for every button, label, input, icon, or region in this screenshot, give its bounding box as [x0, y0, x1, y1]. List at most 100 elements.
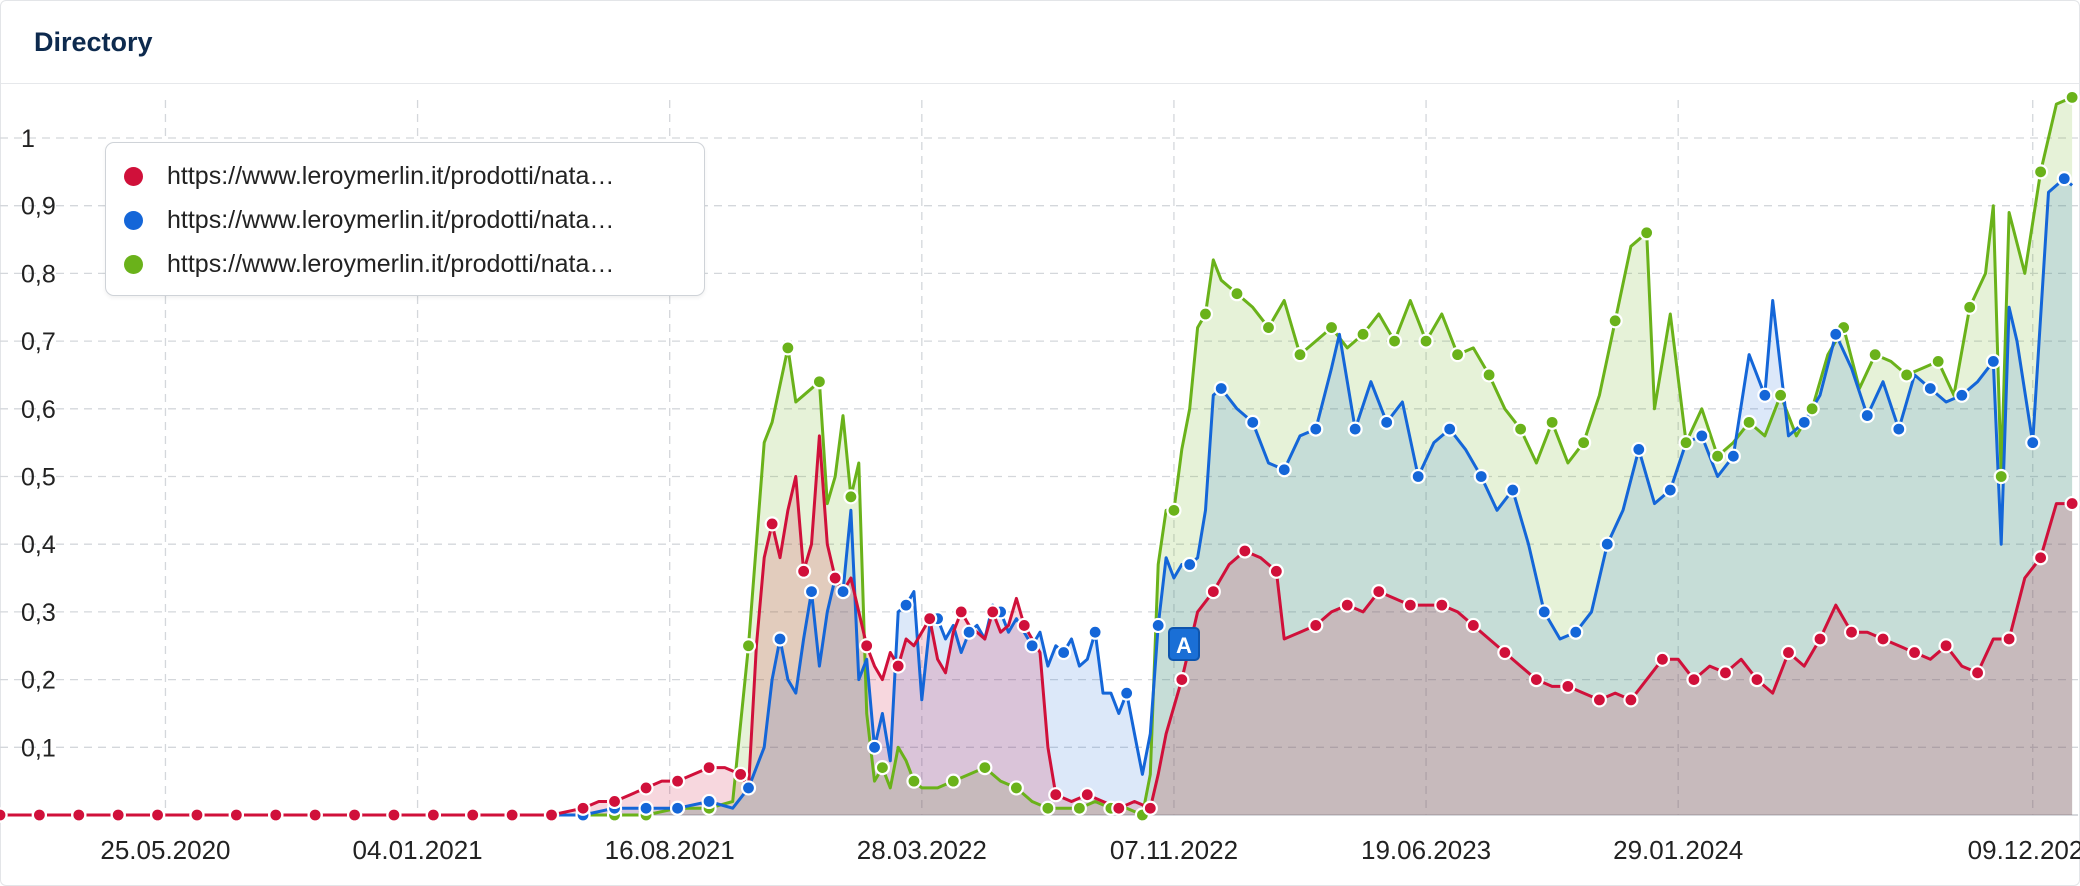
data-point[interactable] — [1355, 326, 1371, 342]
data-point[interactable] — [669, 800, 686, 816]
data-point[interactable] — [1308, 617, 1324, 634]
data-point[interactable] — [1008, 780, 1024, 796]
data-point[interactable] — [1985, 353, 2001, 370]
data-point[interactable] — [1386, 333, 1403, 349]
data-point[interactable] — [1260, 319, 1277, 336]
data-point[interactable] — [1040, 800, 1056, 816]
data-point[interactable] — [1379, 414, 1395, 430]
data-point[interactable] — [1568, 624, 1584, 640]
data-point[interactable] — [1371, 583, 1387, 600]
data-point[interactable] — [1962, 299, 1978, 315]
legend-item-series-1[interactable]: https://www.leroymerlin.it/prodotti/nata… — [124, 161, 694, 191]
data-point[interactable] — [1780, 644, 1797, 661]
data-point[interactable] — [906, 773, 922, 789]
data-point[interactable] — [1071, 800, 1087, 816]
data-point[interactable] — [1717, 665, 1734, 681]
data-point[interactable] — [638, 780, 654, 796]
data-point[interactable] — [1410, 468, 1426, 485]
data-point[interactable] — [1339, 597, 1355, 613]
data-point[interactable] — [1292, 347, 1308, 363]
data-point[interactable] — [1631, 441, 1647, 458]
data-point[interactable] — [638, 800, 654, 816]
data-point[interactable] — [803, 583, 820, 600]
data-point[interactable] — [733, 766, 749, 782]
data-point[interactable] — [859, 638, 875, 654]
data-point[interactable] — [1079, 787, 1095, 803]
data-point[interactable] — [1796, 414, 1812, 430]
data-point[interactable] — [2001, 631, 2017, 647]
data-point[interactable] — [1205, 583, 1221, 600]
data-point[interactable] — [1197, 306, 1214, 322]
data-point[interactable] — [874, 760, 891, 776]
data-point[interactable] — [1213, 380, 1229, 397]
data-point[interactable] — [1536, 604, 1552, 620]
data-point[interactable] — [2064, 89, 2080, 105]
legend-item-series-3[interactable]: https://www.leroymerlin.it/prodotti/nata… — [124, 249, 694, 279]
data-point[interactable] — [1111, 800, 1127, 816]
data-point[interactable] — [1859, 407, 1875, 424]
data-point[interactable] — [1434, 597, 1450, 613]
data-point[interactable] — [1654, 651, 1671, 667]
data-point[interactable] — [1591, 692, 1607, 708]
data-point[interactable] — [2033, 164, 2049, 180]
data-point[interactable] — [1804, 401, 1820, 417]
data-point[interactable] — [1024, 638, 1040, 654]
data-point[interactable] — [922, 611, 938, 627]
data-point[interactable] — [425, 807, 441, 823]
data-point[interactable] — [740, 780, 757, 796]
data-point[interactable] — [796, 563, 812, 579]
data-point[interactable] — [1828, 326, 1844, 342]
data-point[interactable] — [1749, 671, 1765, 688]
data-point[interactable] — [1347, 421, 1363, 437]
data-point[interactable] — [606, 793, 623, 810]
data-point[interactable] — [1323, 319, 1340, 336]
data-point[interactable] — [1599, 536, 1615, 552]
data-point[interactable] — [985, 604, 1001, 620]
data-point[interactable] — [1308, 421, 1324, 437]
data-point[interactable] — [1119, 685, 1135, 701]
data-point[interactable] — [1245, 414, 1261, 430]
data-point[interactable] — [1757, 387, 1773, 403]
data-point[interactable] — [1528, 671, 1544, 688]
data-point[interactable] — [307, 807, 323, 823]
data-point[interactable] — [780, 340, 796, 356]
data-point[interactable] — [1497, 644, 1513, 661]
data-point[interactable] — [1016, 617, 1032, 634]
data-point[interactable] — [1237, 543, 1253, 559]
data-point[interactable] — [346, 807, 363, 823]
data-point[interactable] — [740, 638, 757, 654]
data-point[interactable] — [1576, 435, 1592, 451]
data-point[interactable] — [1607, 313, 1623, 329]
data-point[interactable] — [1875, 631, 1891, 647]
data-point[interactable] — [1709, 448, 1726, 464]
data-point[interactable] — [2033, 550, 2049, 566]
data-point[interactable] — [1544, 414, 1560, 430]
data-point[interactable] — [228, 807, 244, 823]
data-point[interactable] — [811, 374, 827, 390]
data-point[interactable] — [1639, 225, 1655, 241]
data-point[interactable] — [669, 773, 686, 789]
data-point[interactable] — [961, 624, 977, 640]
data-point[interactable] — [71, 807, 87, 823]
data-point[interactable] — [1229, 286, 1245, 302]
data-point[interactable] — [31, 807, 47, 823]
data-point[interactable] — [386, 807, 402, 823]
data-point[interactable] — [1418, 333, 1434, 349]
data-point[interactable] — [1899, 367, 1915, 383]
data-point[interactable] — [1686, 671, 1702, 688]
data-point[interactable] — [1505, 482, 1521, 498]
data-point[interactable] — [543, 807, 560, 823]
data-point[interactable] — [1678, 435, 1694, 451]
data-point[interactable] — [1741, 414, 1757, 430]
data-point[interactable] — [1402, 597, 1418, 613]
data-point[interactable] — [772, 631, 788, 647]
data-point[interactable] — [1812, 631, 1828, 647]
data-point[interactable] — [977, 760, 993, 776]
data-point[interactable] — [1930, 353, 1946, 370]
data-point[interactable] — [1048, 787, 1064, 803]
data-point[interactable] — [1276, 462, 1292, 478]
data-point[interactable] — [1465, 617, 1481, 634]
data-point[interactable] — [953, 604, 969, 620]
data-point[interactable] — [1623, 692, 1639, 708]
data-point[interactable] — [189, 807, 205, 823]
